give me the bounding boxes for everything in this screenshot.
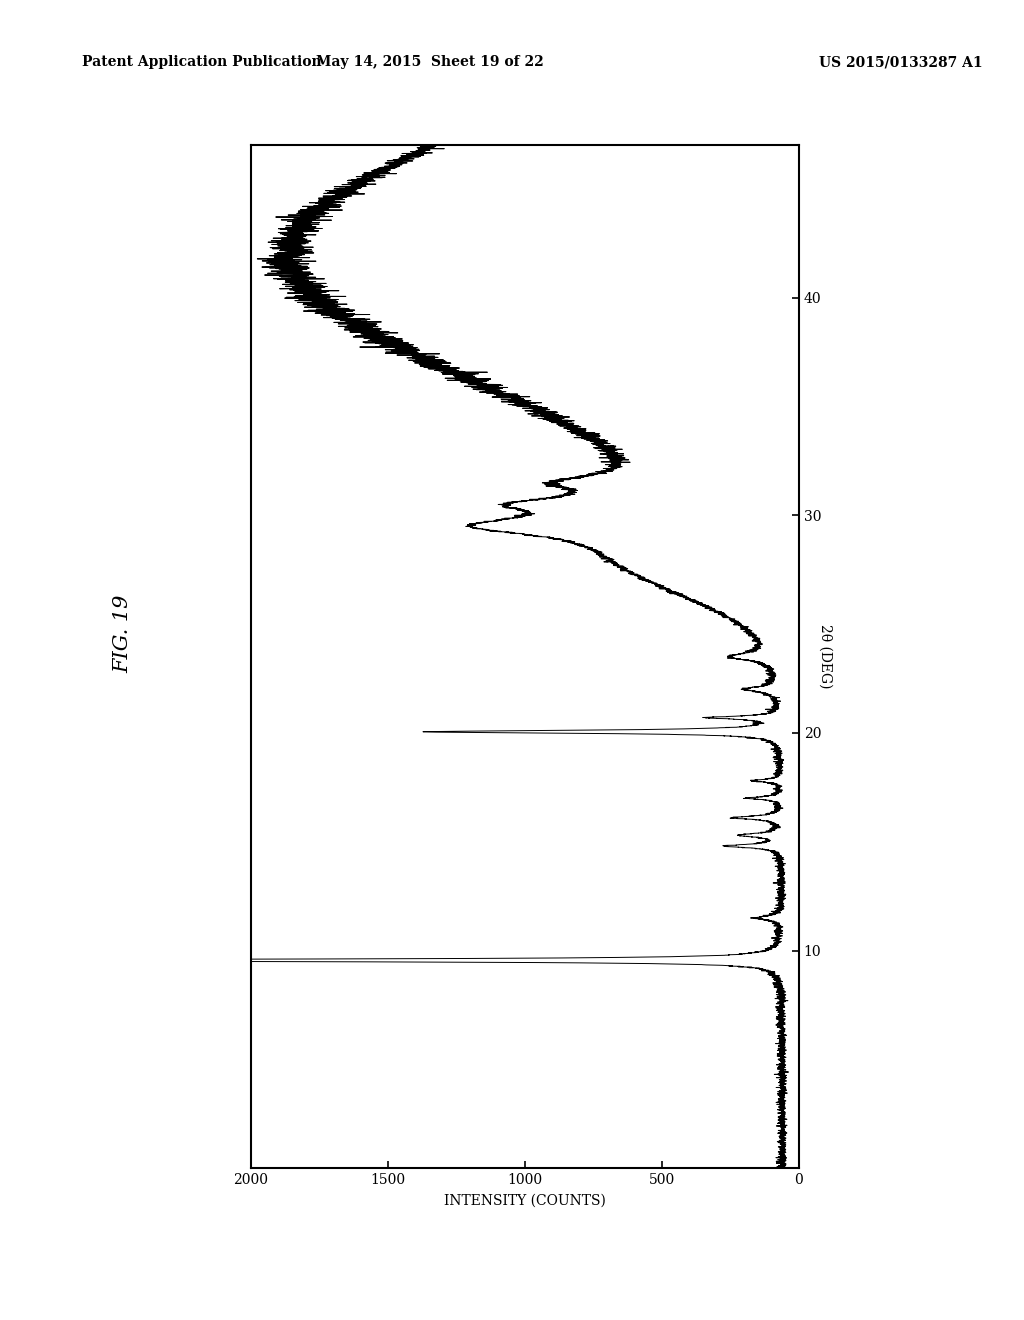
Y-axis label: 2θ (DEG): 2θ (DEG) [818, 624, 833, 689]
Text: May 14, 2015  Sheet 19 of 22: May 14, 2015 Sheet 19 of 22 [316, 55, 544, 70]
Text: Patent Application Publication: Patent Application Publication [82, 55, 322, 70]
X-axis label: INTENSITY (COUNTS): INTENSITY (COUNTS) [443, 1195, 606, 1208]
Text: FIG. 19: FIG. 19 [114, 594, 132, 673]
Text: US 2015/0133287 A1: US 2015/0133287 A1 [819, 55, 983, 70]
